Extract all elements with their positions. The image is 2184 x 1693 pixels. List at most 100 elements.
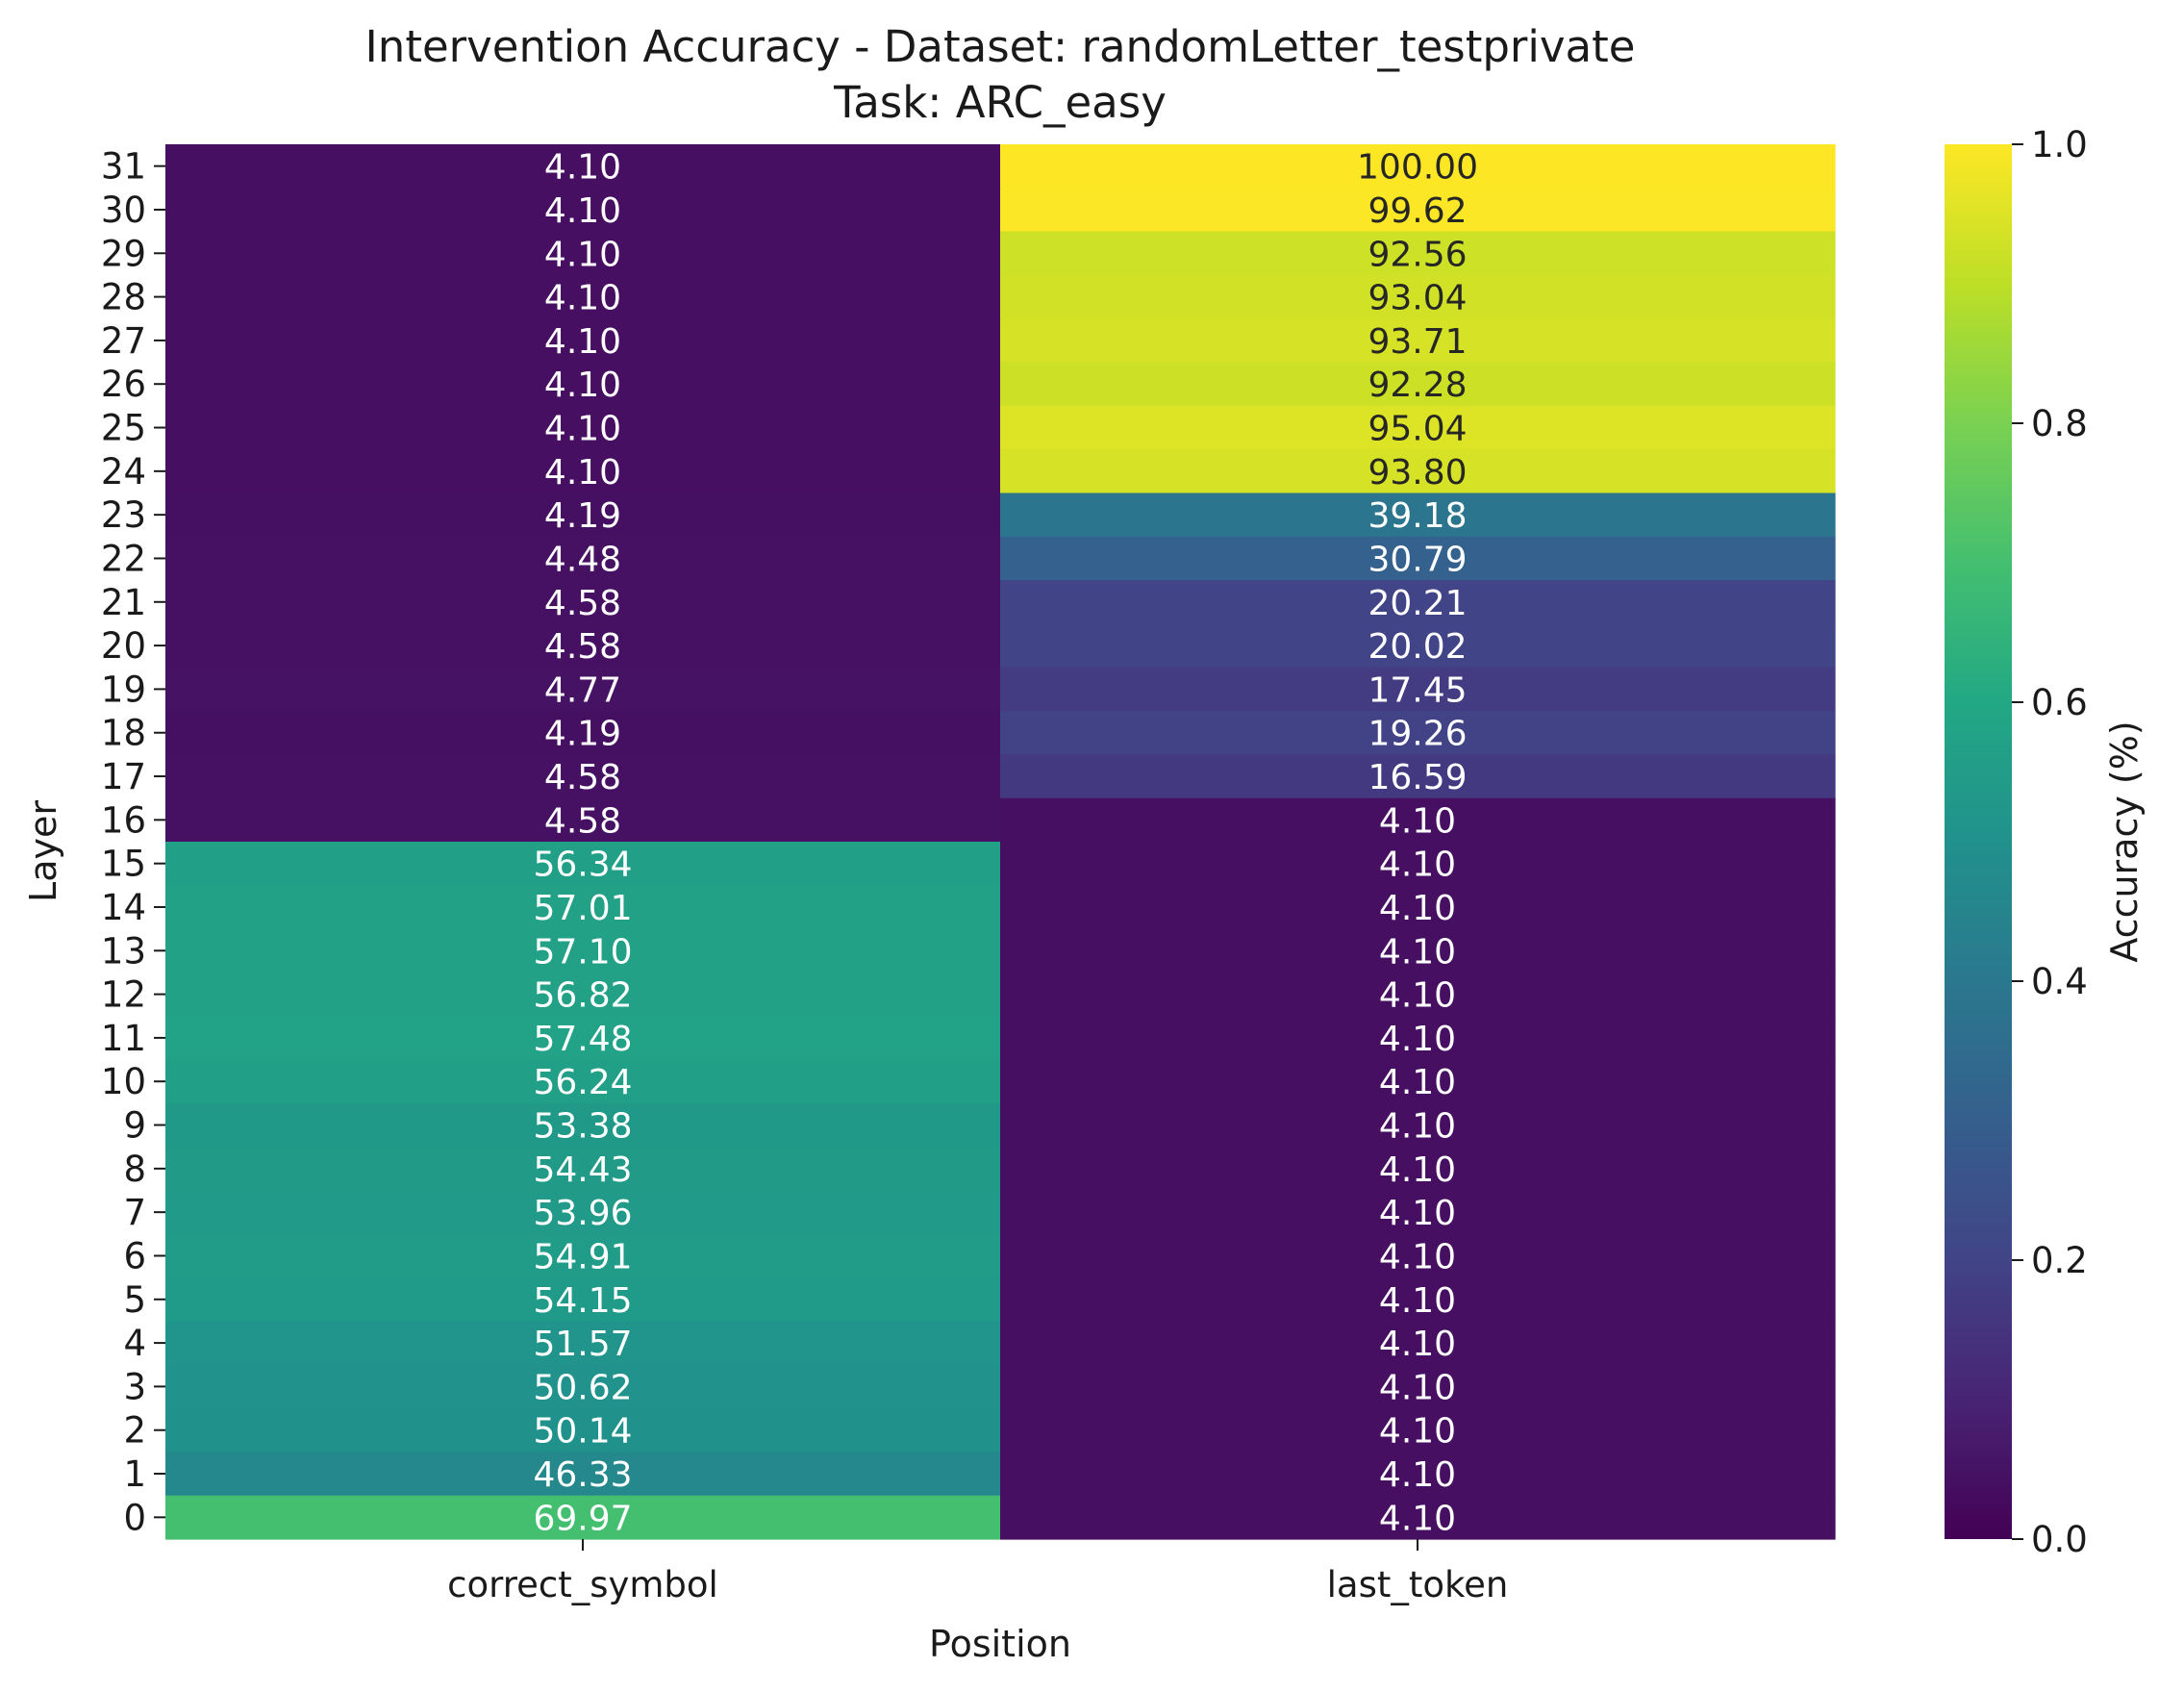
cell-value-label: 4.10 [1379, 1412, 1456, 1452]
heatmap-cell [165, 1321, 1001, 1366]
heatmap-cell [1000, 885, 1836, 930]
heatmap-cell [165, 1190, 1001, 1235]
cell-value-label: 16.59 [1368, 758, 1467, 797]
heatmap-cell [1000, 842, 1836, 886]
heatmap-cell [165, 231, 1001, 276]
y-tick-label: 8 [123, 1149, 146, 1190]
cell-value-label: 4.58 [544, 801, 621, 841]
cell-value-label: 4.10 [1379, 1499, 1456, 1538]
cell-value-label: 4.10 [1379, 1107, 1456, 1147]
cell-value-label: 53.38 [533, 1107, 632, 1147]
cell-value-label: 4.58 [544, 584, 621, 623]
chart-title: Intervention Accuracy - Dataset: randomL… [365, 21, 1636, 72]
cell-value-label: 4.10 [1379, 1368, 1456, 1407]
heatmap-cell [1000, 580, 1836, 625]
heatmap-cell [1000, 144, 1836, 189]
heatmap-cell [1000, 449, 1836, 494]
cell-value-label: 92.28 [1368, 366, 1467, 405]
cell-value-label: 92.56 [1368, 235, 1467, 274]
heatmap-cell [165, 1147, 1001, 1192]
colorbar-tick-label: 1.0 [2031, 124, 2088, 165]
heatmap-cell [165, 580, 1001, 625]
heatmap-cell [165, 928, 1001, 973]
y-tick-label: 13 [101, 930, 146, 972]
y-tick-label: 11 [101, 1018, 146, 1059]
heatmap-cell [1000, 405, 1836, 450]
heatmap-cell [1000, 1277, 1836, 1323]
y-tick-label: 7 [123, 1192, 146, 1233]
heatmap-cell [1000, 362, 1836, 407]
colorbar [1945, 144, 2012, 1539]
cell-value-label: 4.58 [544, 627, 621, 667]
heatmap-cell [1000, 188, 1836, 233]
y-tick-label: 1 [123, 1453, 146, 1495]
heatmap-cell [165, 623, 1001, 669]
cell-value-label: 4.10 [544, 453, 621, 493]
heatmap-cell [1000, 1102, 1836, 1148]
y-tick-label: 28 [101, 277, 146, 318]
heatmap-cell [1000, 1364, 1836, 1409]
cell-value-label: 51.57 [533, 1325, 632, 1364]
y-tick-label: 24 [101, 451, 146, 493]
cell-value-label: 4.10 [1379, 846, 1456, 885]
cell-value-label: 4.10 [1379, 801, 1456, 841]
y-tick-label: 0 [123, 1497, 146, 1538]
heatmap-cell [165, 1364, 1001, 1409]
cell-value-label: 50.14 [533, 1412, 632, 1452]
heatmap-cell [165, 885, 1001, 930]
y-tick-label: 10 [101, 1061, 146, 1102]
y-tick-label: 23 [101, 494, 146, 536]
cell-value-label: 4.10 [1379, 1325, 1456, 1364]
y-tick-label: 26 [101, 364, 146, 405]
heatmap-cell [1000, 1495, 1836, 1540]
cell-value-label: 4.10 [1379, 932, 1456, 972]
cell-value-label: 57.01 [533, 889, 632, 928]
y-axis: 3130292827262524232221201918171615141312… [101, 146, 165, 1538]
heatmap-cell [1000, 754, 1836, 799]
heatmap-cell [1000, 493, 1836, 538]
heatmap-cell [165, 1495, 1001, 1540]
heatmap-cell [1000, 1452, 1836, 1497]
cell-value-label: 56.24 [533, 1063, 632, 1102]
cell-value-label: 4.58 [544, 758, 621, 797]
heatmap-cell [1000, 623, 1836, 669]
cell-value-label: 20.21 [1368, 584, 1467, 623]
heatmap-cell [165, 1277, 1001, 1323]
cell-value-label: 4.10 [1379, 1194, 1456, 1233]
heatmap-cell [165, 1016, 1001, 1061]
heatmap-cell [1000, 1233, 1836, 1278]
heatmap-cell [165, 1452, 1001, 1497]
x-axis-label: Position [929, 1623, 1071, 1665]
y-tick-label: 15 [101, 844, 146, 885]
heatmap-cell [165, 711, 1001, 755]
y-axis-label: Layer [22, 800, 64, 902]
x-axis: correct_symbol last_token [447, 1539, 1508, 1605]
y-tick-label: 6 [123, 1235, 146, 1276]
cell-value-label: 93.80 [1368, 453, 1467, 493]
heatmap-cell [165, 1059, 1001, 1104]
x-tick-label: last_token [1327, 1564, 1509, 1605]
y-tick-label: 18 [101, 713, 146, 754]
heatmap-cell [1000, 711, 1836, 755]
cell-value-label: 4.10 [1379, 1281, 1456, 1321]
heatmap-cell [165, 797, 1001, 843]
heatmap-cell [165, 188, 1001, 233]
heatmap-cell [1000, 1321, 1836, 1366]
y-tick-label: 12 [101, 974, 146, 1016]
colorbar-tick-label: 0.4 [2031, 961, 2088, 1002]
heatmap-cell [1000, 1190, 1836, 1235]
y-tick-label: 25 [101, 408, 146, 449]
heatmap-cell [165, 449, 1001, 494]
colorbar-tick-label: 0.6 [2031, 682, 2088, 723]
heatmap-cell [1000, 928, 1836, 973]
y-tick-label: 21 [101, 582, 146, 623]
heatmap-cell [1000, 797, 1836, 843]
cell-value-label: 54.15 [533, 1281, 632, 1321]
heatmap-cell [1000, 1408, 1836, 1453]
heatmap-cell [165, 318, 1001, 364]
colorbar-tick-label: 0.8 [2031, 403, 2088, 444]
cell-value-label: 4.19 [544, 496, 621, 536]
x-tick-label: correct_symbol [447, 1564, 718, 1605]
heatmap-cell [165, 1233, 1001, 1278]
